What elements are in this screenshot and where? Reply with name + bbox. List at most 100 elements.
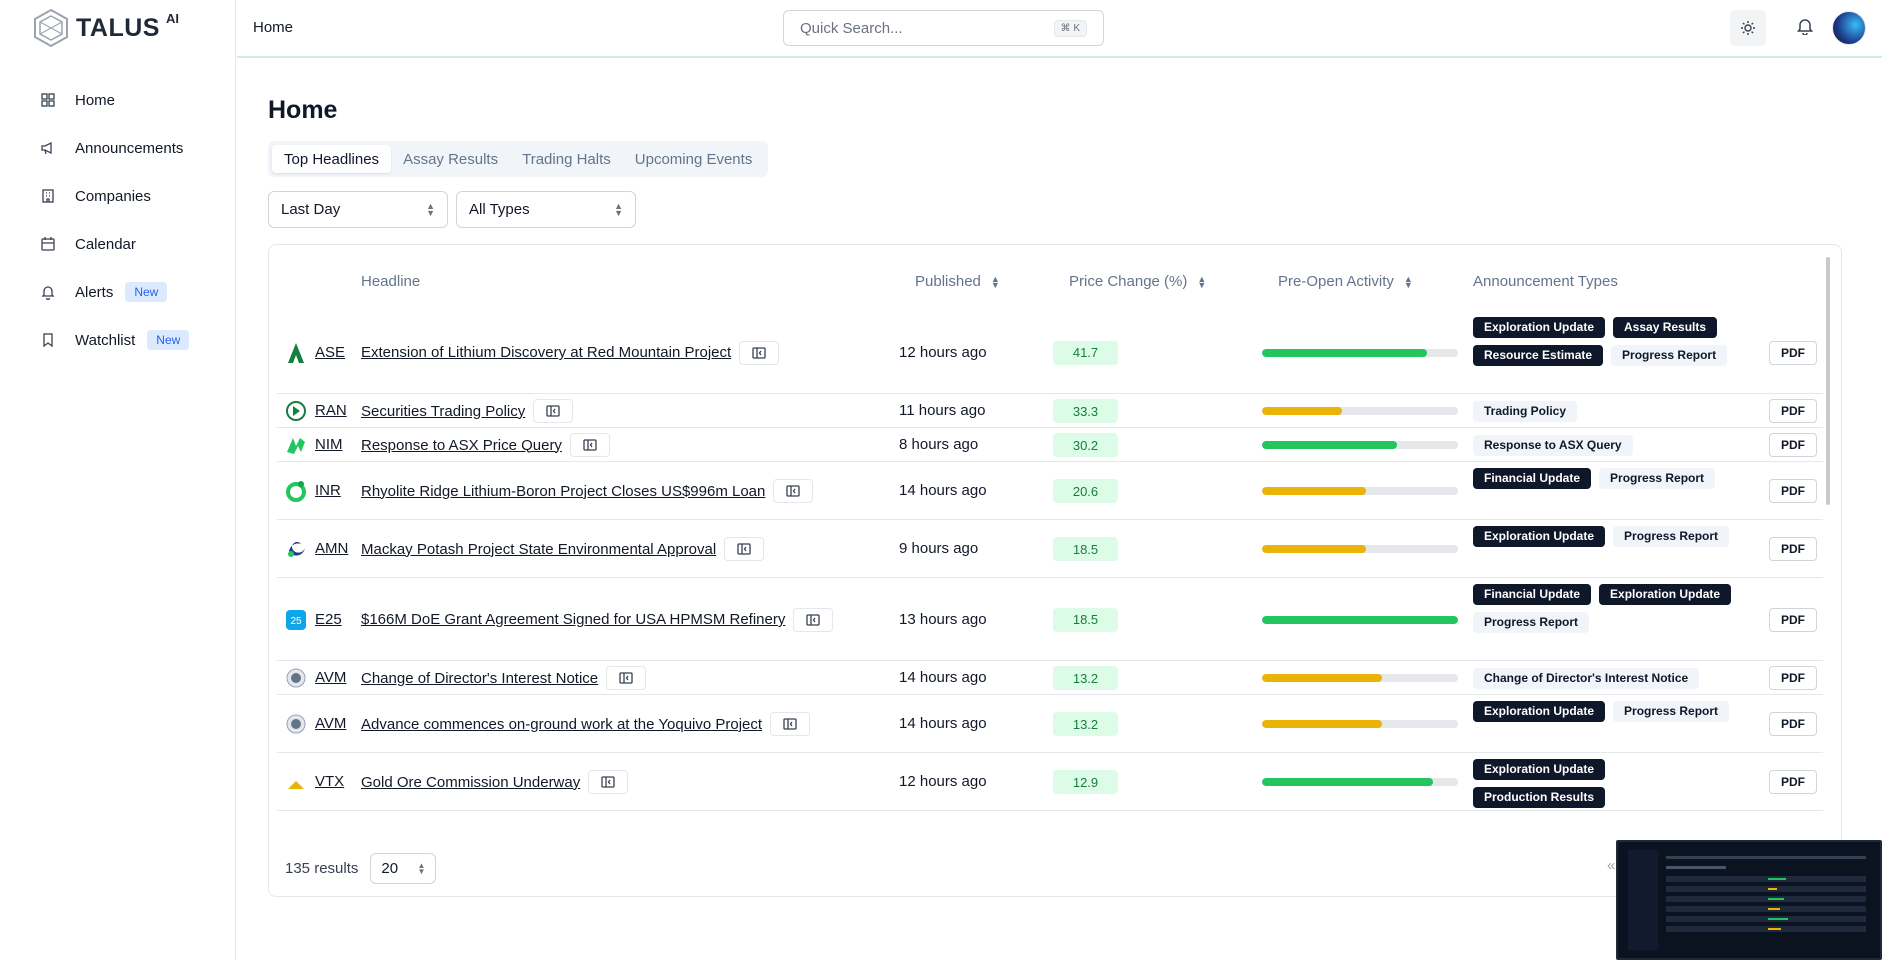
headline-link[interactable]: Securities Trading Policy: [361, 402, 526, 420]
notifications-bell-icon[interactable]: [1796, 17, 1814, 35]
headlines-table[interactable]: Headline Published ▲ ▼ Price Change (%) ▲ ▼ …: [277, 257, 1823, 833]
ticker-link[interactable]: AMN: [315, 540, 349, 557]
chevron-up-down-icon: ▲ ▼: [614, 200, 623, 218]
sidebar-item-alerts[interactable]: Alerts New: [0, 268, 236, 316]
reader-panel-button[interactable]: [533, 399, 574, 423]
tab-top-headlines[interactable]: Top Headlines: [272, 145, 392, 173]
headline-link[interactable]: Advance commences on-ground work at the …: [361, 715, 763, 733]
pre-open-activity-bar: [1262, 615, 1458, 624]
reader-panel-button[interactable]: [793, 607, 834, 632]
megaphone-icon: [41, 141, 52, 155]
table-row[interactable]: AVM Change of Director's Interest Notice 1…: [277, 661, 1823, 695]
sidebar-item-watchlist[interactable]: Watchlist New: [0, 316, 236, 364]
period-value: Last Day: [281, 201, 341, 218]
col-published-sort[interactable]: Published ▲ ▼: [915, 273, 1000, 290]
pdf-button[interactable]: PDF: [1769, 666, 1817, 690]
ticker-link[interactable]: INR: [315, 482, 341, 499]
headline-link[interactable]: Response to ASX Price Query: [361, 436, 562, 454]
sidebar-item-home[interactable]: Home: [0, 76, 236, 124]
building-icon: [42, 189, 54, 203]
headline-link[interactable]: $166M DoE Grant Agreement Signed for USA…: [361, 611, 786, 628]
ticker-link[interactable]: E25: [315, 610, 342, 628]
reader-panel-button[interactable]: [770, 712, 811, 736]
reader-panel-button[interactable]: [606, 666, 647, 690]
published-time: 12 hours ago: [899, 343, 987, 361]
announcement-types: Trading Policy: [1473, 401, 1743, 422]
ticker-link[interactable]: AVM: [315, 715, 347, 732]
brand-logo[interactable]: TALUS AI: [32, 8, 179, 48]
headline-link[interactable]: Gold Ore Commission Underway: [361, 773, 581, 791]
sidebar-item-label: Announcements: [75, 139, 184, 157]
headline-link[interactable]: Rhyolite Ridge Lithium-Boron Project Clo…: [361, 482, 766, 500]
table-row[interactable]: AVM Advance commences on-ground work at t…: [277, 695, 1823, 753]
reader-panel-button[interactable]: [739, 340, 780, 365]
page-size-select[interactable]: 20 ▲ ▼: [370, 853, 437, 884]
price-change-badge: 41.7: [1053, 340, 1118, 365]
breadcrumb[interactable]: Home: [253, 19, 294, 36]
ticker-link[interactable]: AVM: [315, 669, 347, 686]
table-row[interactable]: 25 E25 $166M DoE Grant Agreement Signed fo…: [277, 578, 1823, 661]
sidebar-item-companies[interactable]: Companies: [0, 172, 236, 220]
pdf-button[interactable]: PDF: [1769, 607, 1817, 632]
pdf-button[interactable]: PDF: [1769, 479, 1817, 503]
pdf-button[interactable]: PDF: [1769, 537, 1817, 561]
table-row[interactable]: NIM Response to ASX Price Query 8 hours ag…: [277, 428, 1823, 462]
table-row[interactable]: INR Rhyolite Ridge Lithium-Boron Project …: [277, 462, 1823, 520]
table-row[interactable]: AMN Mackay Potash Project State Environme…: [277, 520, 1823, 578]
ticker-link[interactable]: RAN: [315, 402, 347, 419]
headline-link[interactable]: Extension of Lithium Discovery at Red Mo…: [361, 344, 732, 361]
headline-link[interactable]: Mackay Potash Project State Environmenta…: [361, 540, 717, 558]
col-price-change-sort[interactable]: Price Change (%) ▲ ▼: [1069, 273, 1206, 290]
pre-open-activity-fill: [1262, 778, 1433, 786]
pdf-button[interactable]: PDF: [1769, 399, 1817, 423]
period-select[interactable]: Last Day ▲ ▼: [268, 191, 448, 228]
user-avatar[interactable]: [1832, 11, 1866, 45]
headline-cell: Securities Trading Policy: [361, 399, 574, 423]
ticker-link[interactable]: ASE: [315, 343, 346, 361]
announcement-type-tag: Production Results: [1473, 787, 1606, 808]
reader-panel-button[interactable]: [724, 537, 765, 561]
type-select[interactable]: All Types ▲ ▼: [456, 191, 636, 228]
col-price-change: Price Change (%): [1069, 273, 1188, 290]
sidebar-item-announcements[interactable]: Announcements: [0, 124, 236, 172]
topbar: Home Quick Search... ⌘ K: [237, 0, 1882, 58]
headline-cell: Rhyolite Ridge Lithium-Boron Project Clo…: [361, 479, 814, 503]
pdf-button[interactable]: PDF: [1769, 340, 1817, 365]
headline-link[interactable]: Change of Director's Interest Notice: [361, 669, 599, 687]
pdf-button[interactable]: PDF: [1769, 433, 1817, 457]
company-logo-icon: [288, 781, 304, 789]
pre-open-activity-bar: [1262, 348, 1458, 357]
table-row[interactable]: VTX Gold Ore Commission Underway 12 hours …: [277, 753, 1823, 811]
sidebar-item-label: Calendar: [75, 235, 136, 253]
reader-panel-button[interactable]: [588, 770, 629, 794]
search-input[interactable]: Quick Search... ⌘ K: [783, 10, 1104, 46]
tab-upcoming-events[interactable]: Upcoming Events: [634, 151, 753, 168]
vertical-scrollbar[interactable]: [1826, 257, 1830, 505]
theme-toggle-button[interactable]: [1730, 10, 1766, 46]
reader-panel-button[interactable]: [773, 479, 814, 503]
table-row[interactable]: RAN Securities Trading Policy 11 hours ago…: [277, 394, 1823, 428]
preview-thumbnail-icon: [1628, 850, 1866, 950]
ticker-link[interactable]: VTX: [315, 773, 345, 790]
col-pre-open-sort[interactable]: Pre-Open Activity ▲ ▼: [1278, 273, 1413, 290]
pdf-button[interactable]: PDF: [1769, 712, 1817, 736]
screen-preview-thumbnail[interactable]: [1616, 840, 1882, 960]
reader-panel-button[interactable]: [569, 433, 610, 457]
sidebar-item-calendar[interactable]: Calendar: [0, 220, 236, 268]
announcement-type-tag: Assay Results: [1613, 317, 1718, 338]
sidebar-nav: Home Announcements Companies Calendar Alerts…: [0, 76, 236, 364]
table-row[interactable]: ASE Extension of Lithium Discovery at Red…: [277, 311, 1823, 394]
ticker-link[interactable]: NIM: [315, 436, 343, 453]
pdf-button[interactable]: PDF: [1769, 770, 1817, 794]
headline-cell: Gold Ore Commission Underway: [361, 770, 629, 794]
pre-open-activity-bar: [1262, 674, 1458, 682]
table-footer: 135 results 20 ▲ ▼: [285, 853, 437, 884]
panel-left-icon: [583, 439, 597, 451]
price-change-badge: 12.9: [1053, 770, 1118, 794]
announcement-type-tag: Progress Report: [1599, 468, 1716, 489]
tab-trading-halts[interactable]: Trading Halts: [522, 151, 611, 168]
first-page-button[interactable]: «: [1607, 857, 1616, 874]
pre-open-activity-fill: [1262, 615, 1458, 624]
tab-assay-results[interactable]: Assay Results: [403, 151, 499, 168]
announcement-types: Exploration Update Progress Report: [1473, 701, 1743, 722]
